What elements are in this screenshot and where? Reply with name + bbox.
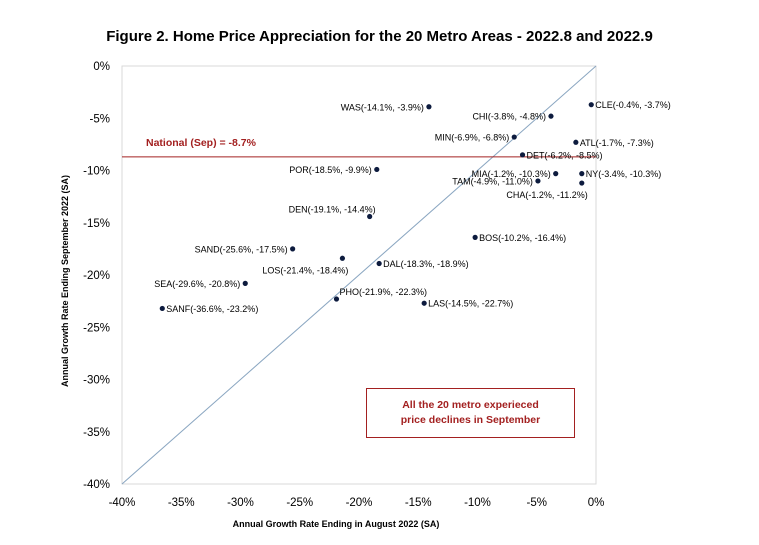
data-point-label: MIA(-1.2%, -10.3%)	[472, 169, 551, 179]
data-point-label: WAS(-14.1%, -3.9%)	[341, 102, 424, 112]
y-axis-label: Annual Growth Rate Ending September 2022…	[60, 175, 70, 387]
plot-area-frame	[121, 65, 597, 485]
data-point-label: PHO(-21.9%, -22.3%)	[339, 287, 427, 297]
x-tick-labels: -40% -35% -30% -25% -20% -15% -10% -5% 0%	[109, 497, 605, 509]
data-point	[511, 134, 517, 140]
x-tick-label: -30%	[227, 497, 254, 509]
data-point	[553, 171, 559, 177]
data-point	[426, 104, 432, 110]
x-tick-label: -10%	[464, 497, 491, 509]
national-reference-label: National (Sep) = -8.7%	[146, 137, 257, 149]
data-point-label: POR(-18.5%, -9.9%)	[289, 165, 372, 175]
x-axis-label: Annual Growth Rate Ending in August 2022…	[233, 519, 440, 529]
y-tick-label: -25%	[83, 322, 110, 334]
data-point-label: DEN(-19.1%, -14.4%)	[289, 204, 376, 214]
data-point	[548, 113, 554, 119]
data-point	[421, 300, 427, 306]
annotation-box: All the 20 metro experieced price declin…	[366, 388, 575, 438]
data-point	[242, 280, 248, 286]
diagonal-reference-line	[121, 65, 597, 485]
data-points: CLE(-0.4%, -3.7%) WAS(-14.1%, -3.9%) CHI(-…	[154, 100, 671, 314]
data-point	[535, 178, 541, 184]
data-point	[588, 102, 594, 108]
y-tick-labels: 0% -5% -10% -15% -20% -25% -30% -35% -40%	[83, 61, 110, 491]
data-point-label: ATL(-1.7%, -7.3%)	[580, 138, 654, 148]
x-tick-label: -20%	[346, 497, 373, 509]
data-point-label: MIN(-6.9%, -6.8%)	[435, 133, 510, 143]
data-point	[374, 166, 380, 173]
data-point	[159, 305, 165, 312]
data-point-label: LOS(-21.4%, -18.4%)	[262, 265, 348, 275]
data-point	[519, 152, 526, 158]
y-tick-label: -15%	[83, 218, 110, 230]
data-point-label: TAM(-4.9%, -11.0%)	[452, 176, 533, 186]
x-tick-label: -15%	[405, 497, 432, 509]
chart-title: Figure 2. Home Price Appreciation for th…	[106, 28, 653, 45]
data-point	[333, 296, 340, 302]
y-tick-label: -30%	[83, 375, 110, 387]
y-tick-label: -5%	[90, 113, 110, 125]
data-point	[376, 260, 382, 267]
y-tick-label: -40%	[83, 479, 110, 491]
data-point	[573, 139, 579, 145]
data-point	[579, 180, 585, 186]
data-point	[290, 246, 296, 252]
x-tick-label: -25%	[286, 497, 313, 509]
data-point	[367, 213, 373, 220]
x-tick-label: 0%	[588, 497, 605, 509]
x-tick-label: -5%	[527, 497, 547, 509]
data-point-label: DET(-6.2%, -8.5%)	[527, 150, 603, 160]
annotation-text: All the 20 metro experieced price declin…	[400, 399, 541, 426]
y-tick-label: -35%	[83, 427, 110, 439]
data-point-label: NY(-3.4%, -10.3%)	[586, 169, 662, 179]
y-tick-label: 0%	[93, 61, 110, 73]
data-point-label: CHI(-3.8%, -4.8%)	[472, 112, 546, 122]
x-tick-label: -40%	[109, 497, 136, 509]
data-point-label: CLE(-0.4%, -3.7%)	[595, 100, 671, 110]
data-point-label: DAL(-18.3%, -18.9%)	[383, 259, 469, 269]
data-point	[472, 234, 478, 240]
data-point-label: BOS(-10.2%, -16.4%)	[479, 233, 566, 243]
y-tick-label: -10%	[83, 166, 110, 178]
data-point-label: SAND(-25.6%, -17.5%)	[195, 244, 288, 254]
data-point-label: CHA(-1.2%, -11.2%)	[506, 190, 587, 200]
data-point-label: SEA(-29.6%, -20.8%)	[154, 279, 240, 289]
data-point	[579, 171, 585, 177]
data-point-label: LAS(-14.5%, -22.7%)	[428, 299, 513, 309]
y-tick-label: -20%	[83, 270, 110, 282]
x-tick-label: -35%	[168, 497, 195, 509]
data-point-label: SANF(-36.6%, -23.2%)	[166, 304, 258, 314]
data-point	[339, 255, 346, 261]
